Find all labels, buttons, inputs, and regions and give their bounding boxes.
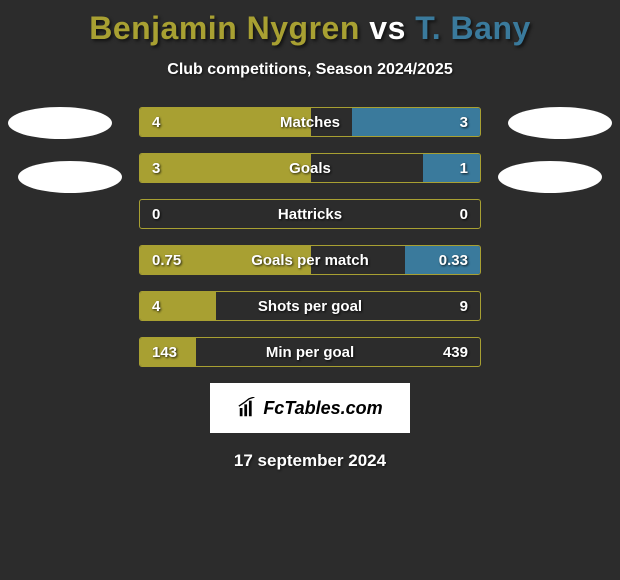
player2-name: T. Bany xyxy=(415,10,531,46)
stat-label: Min per goal xyxy=(140,338,480,366)
player2-photo-placeholder xyxy=(508,107,612,139)
stat-row: 49Shots per goal xyxy=(139,291,481,321)
logo-box: FcTables.com xyxy=(210,383,410,433)
vs-label: vs xyxy=(369,10,406,46)
player2-photo-placeholder-2 xyxy=(498,161,602,193)
chart-area: 43Matches 31Goals 00Hattricks 0.750.33Goals… xyxy=(0,107,620,367)
player1-photo-placeholder xyxy=(8,107,112,139)
stat-label: Hattricks xyxy=(140,200,480,228)
stat-bars: 43Matches 31Goals 00Hattricks 0.750.33Goals… xyxy=(139,107,481,367)
stat-row: 00Hattricks xyxy=(139,199,481,229)
stat-row: 0.750.33Goals per match xyxy=(139,245,481,275)
stat-row: 43Matches xyxy=(139,107,481,137)
stat-label: Matches xyxy=(140,108,480,136)
date-label: 17 september 2024 xyxy=(0,451,620,471)
subtitle: Club competitions, Season 2024/2025 xyxy=(0,61,620,79)
stat-row: 143439Min per goal xyxy=(139,337,481,367)
stat-row: 31Goals xyxy=(139,153,481,183)
logo: FcTables.com xyxy=(237,397,382,419)
stat-label: Goals xyxy=(140,154,480,182)
stat-label: Shots per goal xyxy=(140,292,480,320)
chart-icon xyxy=(237,397,259,419)
comparison-title: Benjamin Nygren vs T. Bany xyxy=(0,0,620,47)
player1-name: Benjamin Nygren xyxy=(89,10,360,46)
player1-photo-placeholder-2 xyxy=(18,161,122,193)
logo-label: FcTables.com xyxy=(263,398,382,419)
stat-label: Goals per match xyxy=(140,246,480,274)
